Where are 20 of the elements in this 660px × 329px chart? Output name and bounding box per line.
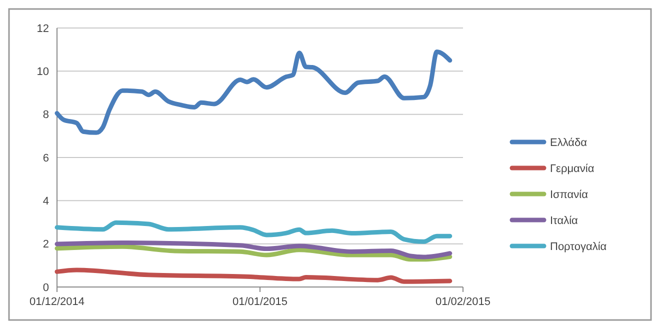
legend-label: Ελλάδα (550, 136, 588, 149)
legend-label: Πορτογαλία (550, 240, 608, 253)
x-tick-label: 01/12/2014 (29, 296, 85, 308)
y-tick-label: 12 (36, 22, 49, 35)
line-series (54, 49, 452, 135)
y-tick-label: 0 (42, 282, 49, 294)
y-tick-label: 6 (42, 152, 49, 164)
line-series (54, 240, 452, 260)
line-series (54, 268, 452, 284)
y-tick-label: 2 (42, 238, 49, 251)
legend-label: Γερμανία (550, 162, 595, 175)
y-tick-label: 10 (36, 66, 49, 78)
y-tick-label: 8 (42, 109, 49, 122)
x-tick-label: 01/02/2015 (435, 296, 491, 308)
line-series (54, 220, 452, 244)
legend-label: Ιταλία (550, 214, 579, 227)
line-series (54, 244, 452, 262)
x-tick-label: 01/01/2015 (232, 296, 288, 308)
legend-label: Ισπανία (550, 188, 589, 201)
y-tick-label: 4 (42, 196, 49, 208)
